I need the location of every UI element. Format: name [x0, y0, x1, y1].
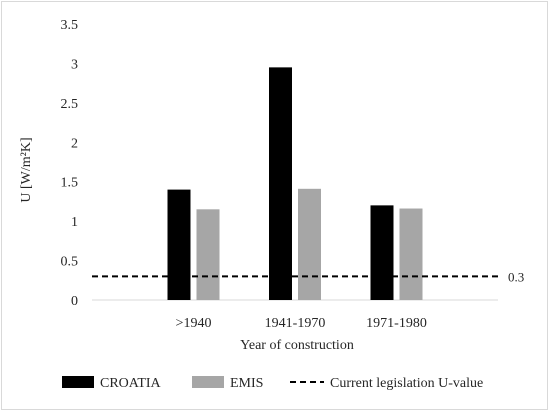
x-tick-label: 1971-1980	[366, 316, 427, 331]
legend-swatch	[192, 376, 224, 388]
x-axis-title: Year of construction	[240, 338, 354, 353]
legend-label: Current legislation U-value	[330, 376, 483, 391]
legend: CROATIA EMIS Current legislation U-value	[62, 376, 483, 391]
y-tick-label: 1	[71, 215, 78, 230]
bar-emis-2	[399, 208, 423, 300]
reference-line-label: 0.3	[508, 269, 524, 284]
legend-swatch	[62, 376, 94, 388]
y-tick-label: 0	[71, 294, 78, 309]
y-tick-label: 0.5	[61, 255, 79, 270]
x-tick-label: 1941-1970	[265, 316, 326, 331]
y-tick-label: 2.5	[61, 97, 79, 112]
bar-croatia-1	[269, 67, 292, 300]
y-axis-title: U [W/m²K]	[19, 137, 34, 202]
bar-croatia-0	[167, 189, 191, 300]
y-tick-label: 2	[71, 136, 78, 151]
y-tick-label: 1.5	[61, 176, 79, 191]
y-tick-label: 3.5	[61, 18, 79, 33]
legend-label: CROATIA	[100, 376, 162, 391]
bar-emis-0	[196, 209, 220, 300]
bar-emis-1	[298, 188, 321, 300]
x-tick-label: >1940	[176, 316, 212, 331]
x-axis-ticks: >1940 1941-1970 1971-1980	[176, 316, 427, 331]
y-axis-ticks: 0 0.5 1 1.5 2 2.5 3 3.5	[61, 18, 79, 309]
bar-croatia-2	[370, 205, 394, 300]
legend-label: EMIS	[230, 376, 263, 391]
bars	[167, 67, 423, 300]
y-tick-label: 3	[71, 57, 78, 72]
